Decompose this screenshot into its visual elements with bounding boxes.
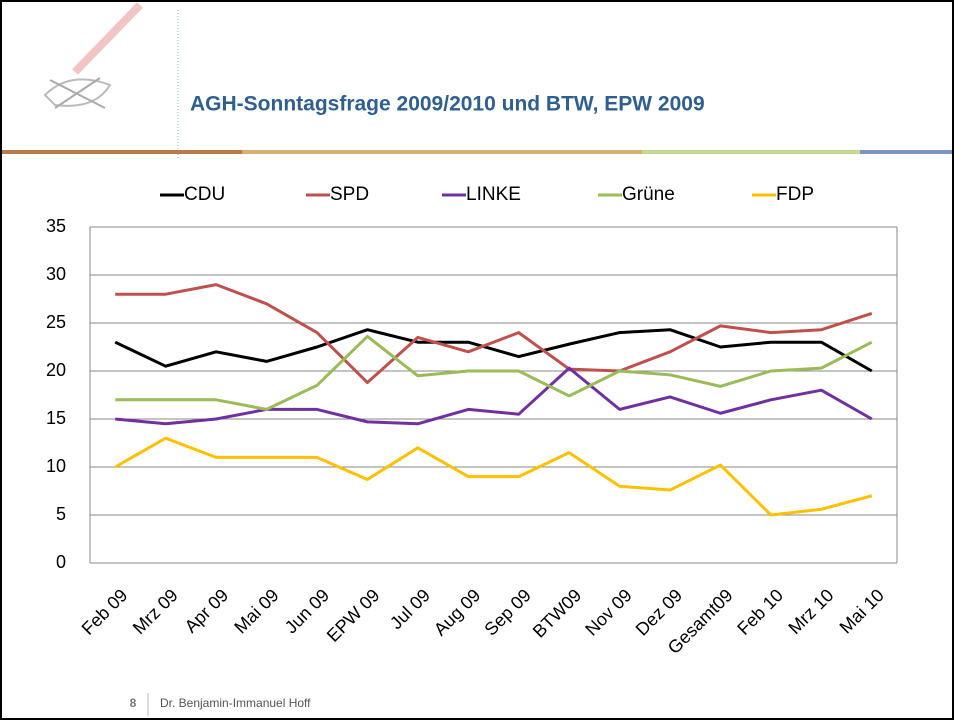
header-rule — [860, 150, 952, 154]
legend-label: CDU — [184, 184, 225, 205]
legend-label: Grüne — [622, 184, 675, 205]
y-tick-label: 25 — [46, 312, 66, 332]
header-rule — [642, 150, 860, 154]
header-rule — [2, 150, 242, 154]
slide: AGH-Sonntagsfrage 2009/2010 und BTW, EPW… — [0, 0, 954, 720]
y-tick-label: 30 — [46, 264, 66, 284]
y-tick-label: 10 — [46, 456, 66, 476]
slide-number: 8 — [130, 696, 137, 710]
y-tick-label: 35 — [46, 216, 66, 236]
legend-label: SPD — [330, 184, 369, 205]
y-tick-label: 15 — [46, 408, 66, 428]
legend-label: FDP — [776, 184, 814, 205]
slide-title: AGH-Sonntagsfrage 2009/2010 und BTW, EPW… — [190, 93, 705, 116]
y-tick-label: 0 — [56, 552, 66, 572]
footer-author: Dr. Benjamin-Immanuel Hoff — [160, 696, 311, 710]
y-tick-label: 5 — [56, 504, 66, 524]
legend-label: LINKE — [466, 184, 521, 205]
y-tick-label: 20 — [46, 360, 66, 380]
header-rule — [242, 150, 642, 154]
